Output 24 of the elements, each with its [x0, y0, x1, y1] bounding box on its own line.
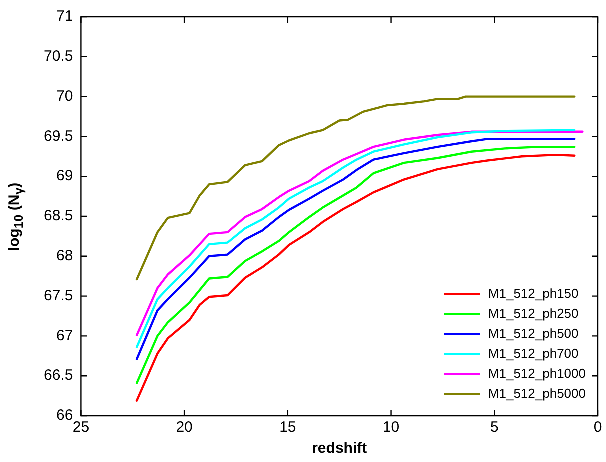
x-tick-label: 25: [72, 419, 90, 436]
legend-label: M1_512_ph5000: [488, 385, 586, 403]
legend-label: M1_512_ph500: [488, 325, 579, 343]
y-tick-label: 68.5: [44, 208, 74, 225]
y-tick-label: 66: [56, 407, 74, 424]
x-tick-label: 0: [594, 419, 602, 436]
legend-label: M1_512_ph1000: [488, 365, 586, 383]
y-tick-label: 69.5: [44, 128, 74, 145]
y-tick-label: 70.5: [44, 48, 74, 66]
y-tick-label: 67.5: [44, 287, 74, 304]
x-tick-label: 5: [490, 419, 499, 436]
y-tick-label: 70: [56, 88, 74, 105]
y-tick-label: 67: [56, 327, 74, 344]
legend-label: M1_512_ph700: [488, 345, 579, 363]
x-tick-label: 20: [176, 419, 193, 436]
y-tick-label: 68: [56, 248, 74, 265]
x-axis-title: redshift: [312, 440, 368, 458]
y-tick-label: 69: [56, 168, 74, 185]
y-tick-label: 71: [56, 8, 74, 26]
x-tick-label: 15: [280, 419, 296, 436]
legend-label: M1_512_ph250: [488, 305, 579, 323]
y-tick-label: 66.5: [44, 367, 74, 384]
x-tick-label: 10: [382, 419, 400, 436]
legend-label: M1_512_ph150: [488, 285, 579, 303]
